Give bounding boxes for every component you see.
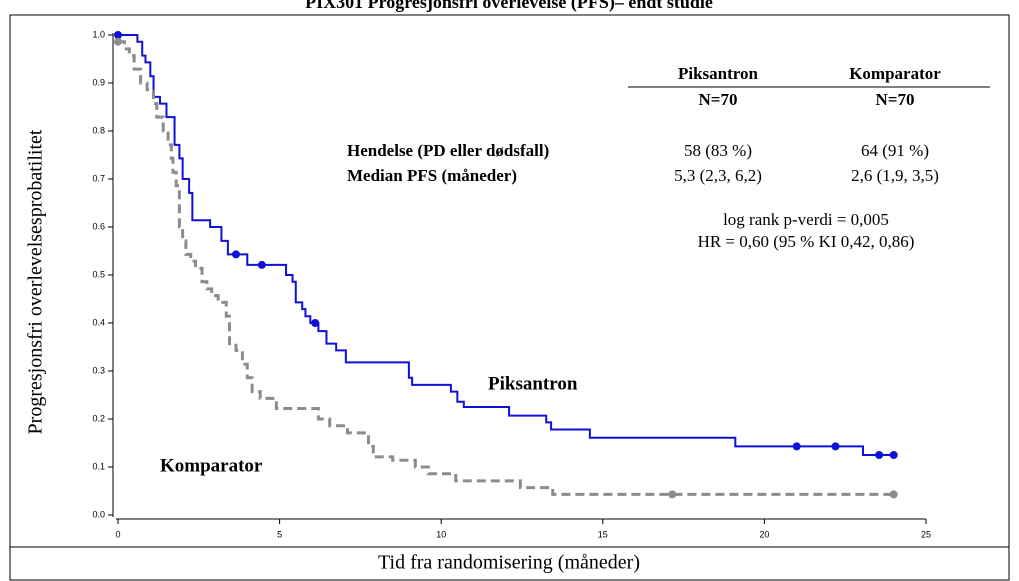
table-cell: 58 (83 %) [684,141,752,160]
table-cell: 2,6 (1,9, 3,5) [851,166,939,185]
y-tick-label: 1.0 [92,29,105,39]
x-tick-label: 0 [115,529,120,539]
y-tick-label: 0.5 [92,269,105,279]
y-tick-label: 0.9 [92,77,105,87]
censor-mark [831,442,840,451]
survival-curve [118,34,894,456]
survival-curve [118,40,894,496]
censor-mark [311,319,320,327]
table-n: N=70 [876,90,915,109]
table-header: Komparator [849,64,941,83]
censor-mark [257,260,266,269]
censor-mark [889,490,898,499]
table-n: N=70 [699,90,738,109]
censor-mark [114,31,122,39]
series-label: Komparator [160,455,263,476]
y-tick-label: 0.7 [92,173,105,183]
censor-mark [231,250,240,259]
y-tick-label: 0.8 [92,125,105,135]
x-tick-label: 10 [436,529,446,539]
table-header: Piksantron [678,64,759,83]
series-label: Piksantron [488,373,578,394]
y-tick-label: 0.6 [92,221,105,231]
censor-mark [114,37,122,46]
censor-mark [889,451,898,459]
y-tick-label: 0.1 [92,461,105,471]
x-tick-label: 20 [759,529,769,539]
table-cell: 64 (91 %) [861,141,929,160]
stat-text: HR = 0,60 (95 % KI 0,42, 0,86) [698,232,915,251]
x-tick-label: 15 [598,529,608,539]
chart-title: PIX301 Progresjonsfri overlevelse (PFS)–… [305,0,713,13]
frame [9,14,1010,581]
x-axis-label: Tid fra randomisering (måneder) [378,552,640,574]
y-axis-label: Progresjonsfri overlevelsesprobatilitet [25,129,47,434]
y-tick-label: 0.0 [92,509,105,519]
table-row-label: Hendelse (PD eller dødsfall) [347,141,549,160]
censor-mark [875,451,884,459]
y-tick-label: 0.3 [92,365,105,375]
censor-mark [668,490,677,499]
y-tick-label: 0.2 [92,413,105,423]
censor-mark [792,442,801,451]
y-tick-label: 0.4 [92,317,105,327]
table-row-label: Median PFS (måneder) [347,166,517,185]
x-tick-label: 5 [277,529,282,539]
stat-text: log rank p-verdi = 0,005 [723,210,889,229]
table-cell: 5,3 (2,3, 6,2) [674,166,762,185]
x-tick-label: 25 [921,529,931,539]
